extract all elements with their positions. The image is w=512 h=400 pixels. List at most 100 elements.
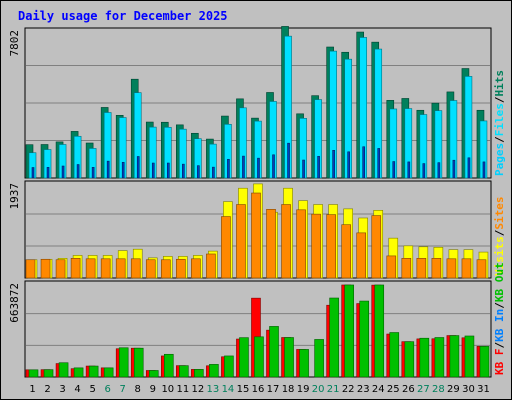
bar-sites-day-11: [176, 258, 186, 279]
bar-pages-day-8: [136, 156, 140, 179]
day-label-26: 26: [402, 384, 415, 395]
bar-kb-out-day-4: [73, 367, 84, 378]
chart-panels: 7802Pages/Files/Hits1937Visits/Sites6638…: [8, 26, 506, 378]
legend-entry: /: [493, 229, 506, 236]
bar-sites-day-6: [100, 258, 111, 279]
bar-kb-out-day-17: [269, 326, 279, 378]
bar-pages-day-28: [437, 162, 441, 179]
bar-kb-out-day-22: [344, 284, 354, 378]
bar-kb-out-day-15: [239, 337, 249, 378]
bar-pages-day-10: [166, 162, 170, 179]
bar-pages-day-5: [91, 167, 95, 179]
bar-pages-day-15: [242, 155, 245, 179]
day-label-12: 12: [192, 384, 205, 395]
bar-sites-day-27: [416, 258, 427, 279]
legend-kbytes: KB F/KB In/KB Out: [493, 262, 506, 375]
day-label-13: 13: [207, 384, 220, 395]
bar-sites-day-23: [356, 232, 367, 279]
day-label-9: 9: [150, 384, 156, 395]
bar-kb-out-day-11: [179, 365, 189, 378]
bar-sites-day-18: [281, 204, 291, 279]
bar-kb-out-day-13: [209, 364, 219, 378]
bar-pages-day-25: [392, 161, 396, 179]
bar-kb-out-day-8: [133, 347, 144, 378]
legend-entry: KB F: [493, 349, 506, 376]
bar-kb-out-day-12: [194, 369, 204, 378]
legend-entry: Hits: [493, 70, 506, 97]
bar-pages-day-7: [121, 161, 125, 179]
bar-pages-day-23: [362, 146, 366, 179]
chart-title: Daily usage for December 2025: [18, 9, 228, 23]
panel-visits: 1937 Visits/Sites: [8, 180, 506, 279]
legend-entry: Sites: [493, 197, 506, 230]
day-label-5: 5: [89, 384, 95, 395]
bar-pages-day-30: [467, 157, 471, 179]
bar-kb-out-day-24: [374, 284, 385, 378]
day-label-14: 14: [222, 384, 235, 395]
bar-kb-out-day-16: [254, 336, 264, 378]
bar-kb-out-day-14: [224, 355, 234, 378]
legend-hits: Pages/Files/Hits: [493, 70, 506, 176]
bar-pages-day-22: [347, 151, 350, 179]
bar-kb-out-day-10: [163, 353, 174, 378]
bar-kb-out-day-27: [419, 337, 430, 378]
bar-sites-day-19: [296, 209, 306, 279]
bar-kb-out-day-18: [284, 337, 294, 378]
bar-sites-day-28: [431, 258, 442, 279]
legend-entry: /: [493, 342, 506, 349]
bar-pages-day-16: [257, 157, 260, 179]
bar-sites-day-30: [461, 258, 472, 279]
bar-kb-out-day-25: [389, 332, 400, 378]
bar-kb-out-day-6: [103, 367, 114, 378]
bar-kb-out-day-19: [299, 349, 309, 378]
bar-sites-day-20: [311, 213, 321, 279]
bar-pages-day-17: [272, 154, 275, 179]
bar-pages-day-31: [482, 161, 486, 179]
bar-kb-out-day-20: [314, 339, 324, 378]
day-label-17: 17: [267, 384, 280, 395]
bar-kb-out-day-28: [434, 337, 445, 378]
day-label-6: 6: [104, 384, 110, 395]
bar-pages-day-12: [197, 165, 200, 179]
day-label-15: 15: [237, 384, 250, 395]
bar-sites-day-24: [371, 215, 382, 279]
day-label-3: 3: [59, 384, 65, 395]
bar-pages-day-19: [302, 159, 305, 179]
bar-sites-day-9: [145, 259, 156, 279]
y-max-label: 1937: [8, 183, 21, 210]
day-label-31: 31: [477, 384, 490, 395]
bar-kb-out-day-21: [329, 297, 339, 378]
bar-pages-day-29: [452, 159, 456, 179]
bar-kb-out-day-29: [449, 335, 460, 378]
bar-sites-day-22: [341, 224, 351, 279]
bar-pages-day-9: [151, 162, 155, 179]
day-label-30: 30: [462, 384, 475, 395]
legend-visits: Visits/Sites: [493, 197, 506, 277]
legend-entry: Pages: [493, 143, 506, 176]
day-label-8: 8: [135, 384, 141, 395]
day-label-20: 20: [312, 384, 325, 395]
bar-sites-day-3: [55, 259, 66, 279]
day-label-11: 11: [176, 384, 189, 395]
bar-pages-day-26: [407, 161, 411, 179]
bar-pages-day-13: [212, 166, 215, 179]
bar-sites-day-17: [266, 209, 276, 279]
bar-kb-out-day-26: [404, 341, 415, 378]
bar-sites-day-7: [115, 258, 126, 279]
bar-sites-day-16: [251, 192, 261, 279]
bar-sites-day-29: [446, 258, 457, 279]
day-label-24: 24: [372, 384, 385, 395]
bar-sites-day-12: [191, 258, 201, 279]
bar-pages-day-27: [422, 163, 426, 179]
bar-pages-day-18: [287, 142, 290, 179]
bar-pages-day-6: [106, 160, 110, 179]
bar-pages-day-11: [182, 163, 185, 179]
day-label-2: 2: [44, 384, 50, 395]
bar-kb-out-day-7: [118, 347, 129, 378]
day-label-21: 21: [327, 384, 340, 395]
day-label-22: 22: [342, 384, 355, 395]
bar-sites-day-13: [206, 253, 216, 279]
legend-entry: /: [493, 136, 506, 143]
